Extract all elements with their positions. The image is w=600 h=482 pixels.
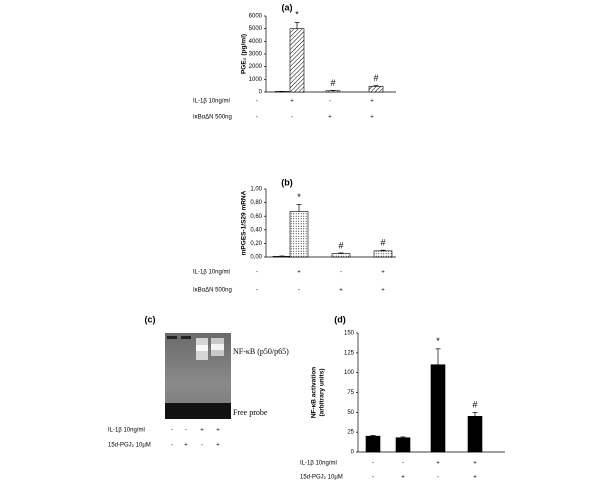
panel-label: (a) — [282, 2, 293, 12]
significance-label: # — [330, 78, 335, 88]
condition-sign: - — [372, 461, 374, 467]
significance-label: * — [297, 192, 301, 202]
y-tick-label: 1,00 — [250, 187, 262, 193]
y-tick-label: 3000 — [249, 52, 263, 58]
condition-sign: - — [256, 270, 258, 276]
y-tick-label: 0 — [351, 450, 355, 456]
condition-label: IκBαΔN 500ng — [193, 288, 232, 294]
bar — [395, 437, 411, 453]
bar — [467, 415, 483, 453]
condition-label: IL-1β 10ng/ml — [193, 99, 230, 105]
condition-sign: - — [201, 443, 203, 449]
panel-label: (d) — [334, 314, 346, 324]
bar — [331, 253, 351, 258]
condition-sign: - — [256, 288, 258, 294]
bar — [325, 90, 341, 93]
condition-sign: + — [370, 99, 374, 105]
significance-label: # — [472, 400, 477, 410]
condition-label: 15d-PGJ₂ 10μM — [300, 475, 343, 481]
condition-label: 15d-PGJ₂ 10μM — [108, 443, 151, 449]
significance-label: # — [338, 240, 343, 250]
significance-label: * — [295, 10, 299, 20]
band-label: NF-κB (p50/p65) — [233, 347, 289, 356]
condition-label: IκBαΔN 500ng — [193, 115, 232, 121]
y-axis-title: NF-κB activation — [311, 367, 318, 418]
y-tick-label: 1000 — [249, 77, 263, 83]
significance-label: * — [436, 336, 440, 346]
condition-sign: + — [370, 115, 374, 121]
condition-sign: - — [171, 428, 173, 434]
y-tick-label: 0,20 — [250, 241, 262, 247]
bar — [373, 250, 393, 258]
bar — [430, 364, 446, 453]
condition-sign: - — [402, 461, 404, 467]
bar — [365, 435, 381, 453]
condition-label: IL-1β 10ng/ml — [108, 428, 145, 434]
y-tick-label: 5000 — [249, 26, 263, 32]
condition-sign: + — [297, 270, 301, 276]
y-tick-label: 6000 — [249, 14, 263, 20]
condition-sign: + — [216, 428, 220, 434]
y-tick-label: 125 — [344, 350, 355, 356]
significance-label: # — [380, 238, 385, 248]
condition-sign: - — [340, 270, 342, 276]
condition-label: IL-1β 10ng/ml — [300, 461, 337, 467]
condition-sign: + — [473, 461, 477, 467]
y-tick-label: 100 — [344, 370, 355, 376]
condition-sign: + — [200, 428, 204, 434]
y-tick-label: 75 — [347, 390, 354, 396]
y-tick-label: 0,40 — [250, 227, 262, 233]
condition-sign: - — [298, 288, 300, 294]
y-axis-title: mPGES-1/S29 mRNA — [241, 190, 248, 255]
condition-sign: + — [339, 288, 343, 294]
gel-image — [165, 333, 231, 419]
condition-sign: - — [291, 115, 293, 121]
condition-sign: + — [381, 270, 385, 276]
bar — [289, 28, 305, 93]
condition-sign: + — [184, 443, 188, 449]
condition-sign: - — [171, 443, 173, 449]
bar — [272, 256, 292, 258]
condition-sign: - — [256, 99, 258, 105]
condition-sign: + — [401, 475, 405, 481]
y-tick-label: 0 — [259, 90, 263, 96]
y-tick-label: 0,00 — [250, 255, 262, 261]
y-tick-label: 150 — [344, 331, 355, 337]
bar — [289, 211, 309, 258]
panel-label: (b) — [281, 177, 293, 187]
condition-sign: + — [473, 475, 477, 481]
condition-sign: - — [329, 99, 331, 105]
y-tick-label: 50 — [347, 410, 354, 416]
condition-sign: + — [216, 443, 220, 449]
y-tick-label: 0,60 — [250, 214, 262, 220]
condition-sign: - — [372, 475, 374, 481]
band-label: Free probe — [233, 408, 268, 417]
significance-label: # — [373, 73, 378, 83]
bar — [368, 86, 384, 93]
condition-label: IL-1β 10ng/ml — [193, 270, 230, 276]
condition-sign: - — [437, 475, 439, 481]
y-axis-title: PGE₂ (pg/ml) — [241, 34, 248, 74]
condition-sign: + — [381, 288, 385, 294]
condition-sign: - — [256, 115, 258, 121]
y-tick-label: 0,80 — [250, 200, 262, 206]
y-axis-title: (arbitrary units) — [319, 368, 326, 416]
y-tick-label: 25 — [347, 430, 354, 436]
condition-sign: + — [290, 99, 294, 105]
y-tick-label: 4000 — [249, 39, 263, 45]
condition-sign: - — [185, 428, 187, 434]
y-tick-label: 2000 — [249, 64, 263, 70]
panel-label: (c) — [145, 314, 156, 324]
condition-sign: + — [328, 115, 332, 121]
condition-sign: + — [436, 461, 440, 467]
